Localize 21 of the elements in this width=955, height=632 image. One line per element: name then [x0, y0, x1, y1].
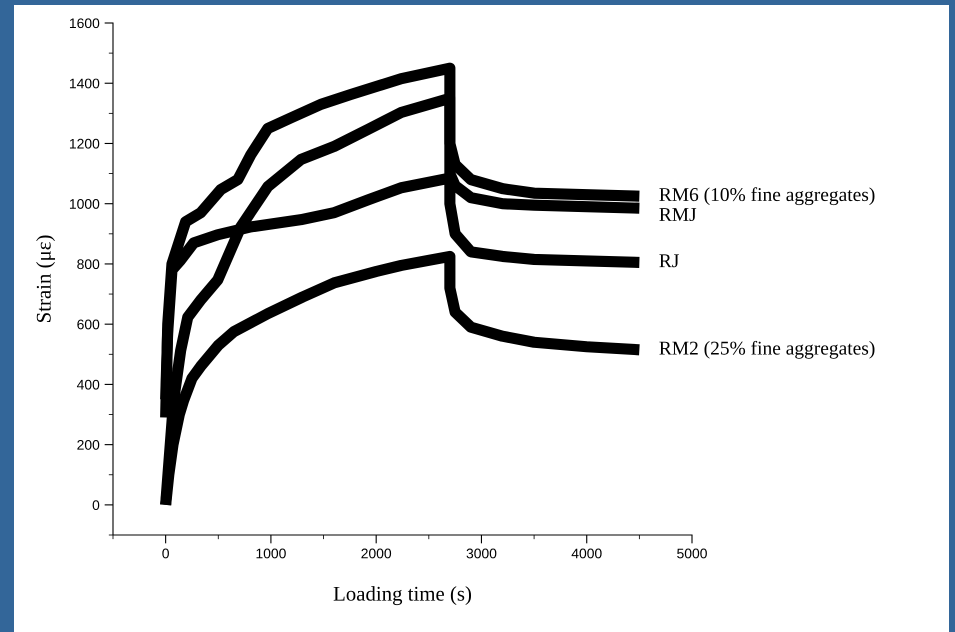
x-axis-title: Loading time (s)	[334, 586, 472, 606]
series-label: RMJ	[659, 208, 696, 222]
y-tick-label: 0	[92, 500, 100, 510]
series-label: RJ	[659, 254, 679, 268]
series-label: RM2 (25% fine aggregates)	[659, 340, 874, 359]
series-label: RM6 (10% fine aggregates)	[659, 187, 874, 206]
y-tick-label: 1400	[70, 78, 100, 88]
y-tick-label: 200	[77, 440, 100, 450]
y-tick-label: 1600	[70, 18, 100, 28]
x-tick-label: 2000	[361, 548, 392, 558]
y-tick-label: 800	[77, 259, 100, 270]
x-tick-label: 0	[162, 548, 169, 558]
y-tick-label: 600	[77, 320, 100, 330]
y-tick-label: 1200	[70, 138, 100, 149]
x-tick-label: 1000	[256, 548, 286, 558]
x-tick-label: 4000	[572, 548, 602, 558]
x-tick-label: 5000	[677, 548, 707, 558]
x-tick-label: 3000	[466, 548, 496, 558]
y-tick-label: 1000	[70, 199, 100, 209]
y-tick-label: 400	[76, 380, 100, 390]
y-axis-title: Strain (με)	[36, 236, 56, 322]
